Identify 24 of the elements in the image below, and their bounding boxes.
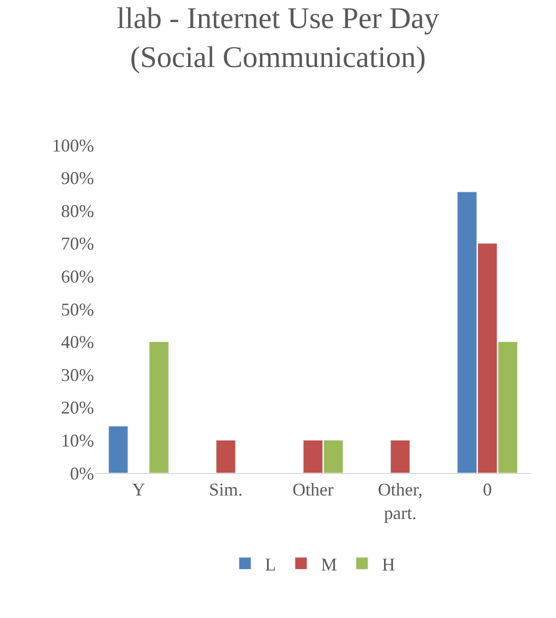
x-tick-label: Sim. bbox=[209, 480, 243, 500]
x-tick-label: Y bbox=[132, 480, 146, 500]
x-tick-label: 0 bbox=[482, 480, 492, 500]
chart-title: llab - Internet Use Per Day (Social Communication) bbox=[116, 2, 440, 74]
bar bbox=[149, 342, 169, 473]
bar bbox=[108, 426, 128, 473]
legend-label: M bbox=[321, 554, 338, 574]
legend-label: H bbox=[382, 554, 396, 574]
y-tick-label: 50% bbox=[61, 299, 94, 320]
bar bbox=[216, 440, 236, 473]
x-tick-label: Other, part. bbox=[378, 480, 423, 523]
y-tick-label: 30% bbox=[61, 364, 94, 385]
y-tick-label: 100% bbox=[52, 135, 94, 156]
y-tick-label: 90% bbox=[61, 168, 94, 188]
y-tick-label: 40% bbox=[61, 332, 94, 352]
legend-label: L bbox=[265, 554, 276, 574]
y-tick-label: 60% bbox=[61, 266, 94, 286]
y-tick-label: 10% bbox=[61, 430, 94, 450]
y-tick-label: 20% bbox=[61, 398, 94, 418]
y-tick-label: 70% bbox=[61, 234, 94, 254]
bar bbox=[390, 440, 410, 473]
y-tick-label: 0% bbox=[70, 463, 94, 484]
y-tick-label: 80% bbox=[61, 200, 94, 221]
x-tick-label: Other bbox=[292, 480, 334, 500]
